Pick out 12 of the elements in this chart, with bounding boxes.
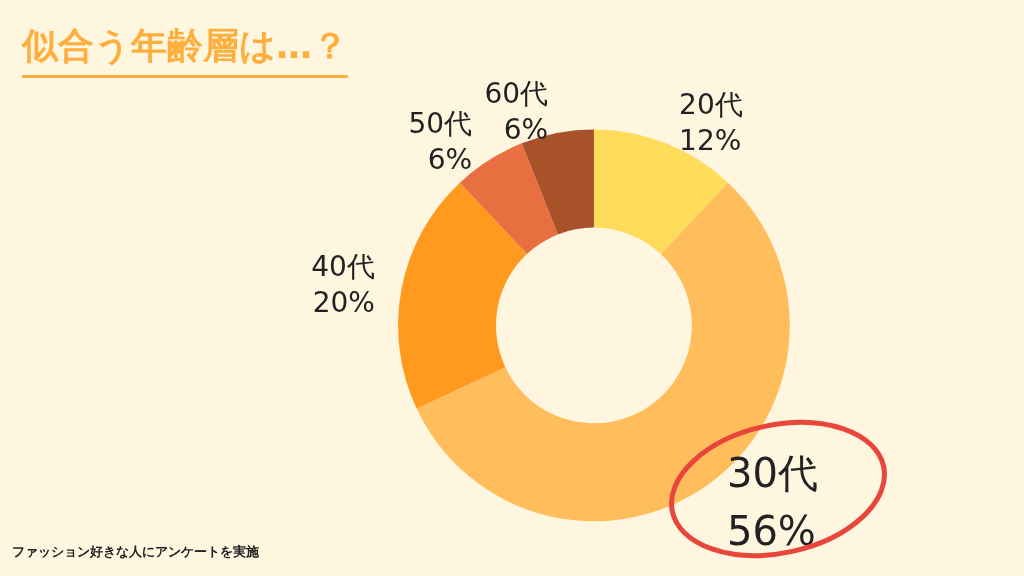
text: ファッション好きな人にアンケートを実施 [12, 543, 259, 561]
data-label: 6% [503, 112, 549, 146]
slice-label: 30代 [726, 449, 818, 496]
chart-title: 似合う年齢層は…？ [22, 22, 348, 78]
slice-label: 60代 [484, 76, 549, 110]
data-label: 20% [312, 286, 375, 320]
slice-label: 20代 [679, 88, 743, 122]
data-label: 12% [679, 124, 742, 158]
slice-label: 40代 [311, 250, 375, 284]
data-label: 56% [726, 507, 816, 554]
data-label: 6% [427, 143, 473, 177]
slice-label: 50代 [408, 107, 473, 141]
